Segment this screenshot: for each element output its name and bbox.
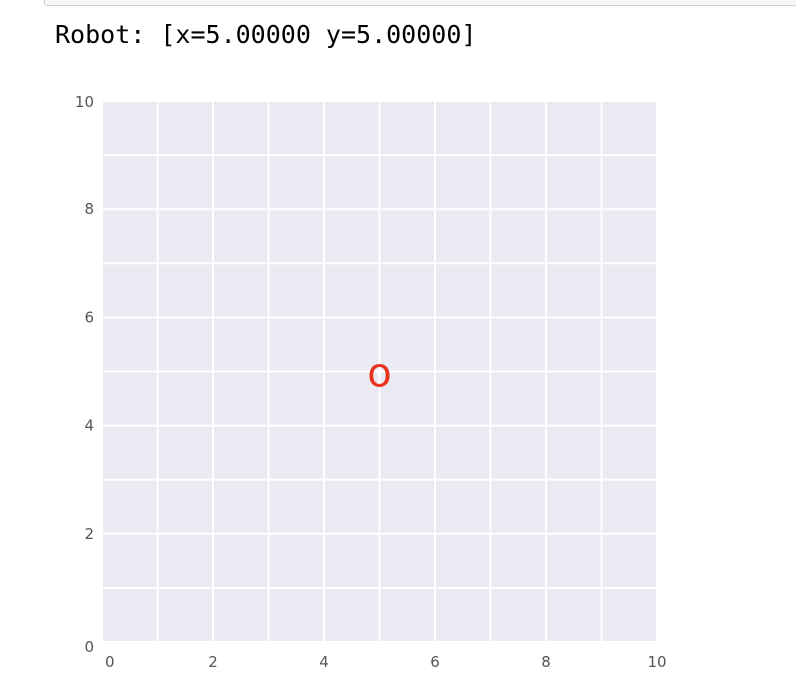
x-tick-label: 8 (541, 653, 551, 671)
x-tick-label: 0 (105, 653, 115, 671)
x-tick-label: 4 (319, 653, 329, 671)
y-tick-label: 10 (75, 93, 94, 111)
x-tick-label: 6 (430, 653, 440, 671)
robot-marker: o (367, 351, 391, 397)
grid-lines (101, 100, 658, 643)
y-axis-ticks: 0 2 4 6 8 10 (75, 93, 94, 656)
x-axis-ticks: 0 2 4 6 8 10 (105, 653, 667, 671)
y-tick-label: 4 (84, 417, 94, 435)
robot-position-readout: Robot: [x=5.00000 y=5.00000] (55, 20, 477, 49)
y-tick-label: 6 (84, 308, 94, 326)
y-tick-label: 0 (84, 638, 94, 656)
y-tick-label: 2 (84, 525, 94, 543)
notebook-cell-border (44, 0, 796, 6)
x-tick-label: 10 (647, 653, 666, 671)
x-tick-label: 2 (208, 653, 218, 671)
data-marks: o (367, 351, 391, 397)
y-tick-label: 8 (84, 200, 94, 218)
